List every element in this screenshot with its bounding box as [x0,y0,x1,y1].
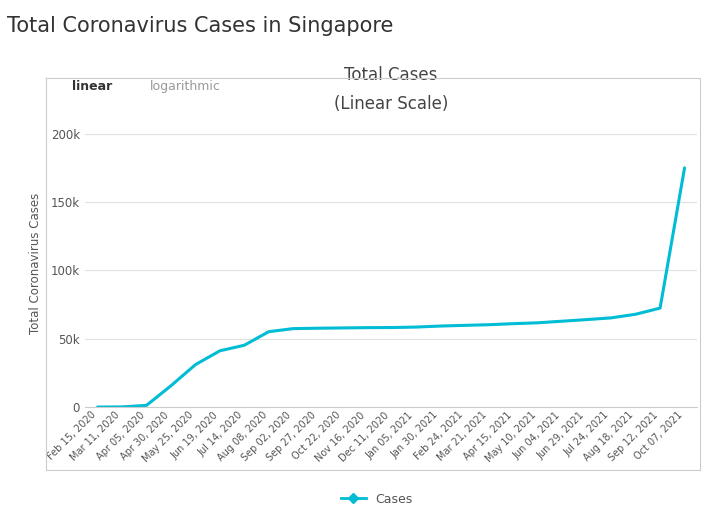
Text: logarithmic: logarithmic [149,80,220,92]
Text: Total Coronavirus Cases in Singapore: Total Coronavirus Cases in Singapore [7,16,393,35]
Title: Total Cases
(Linear Scale): Total Cases (Linear Scale) [334,66,448,113]
Legend: Cases: Cases [336,488,418,511]
Text: linear: linear [73,80,112,92]
Y-axis label: Total Coronavirus Cases: Total Coronavirus Cases [29,193,43,334]
